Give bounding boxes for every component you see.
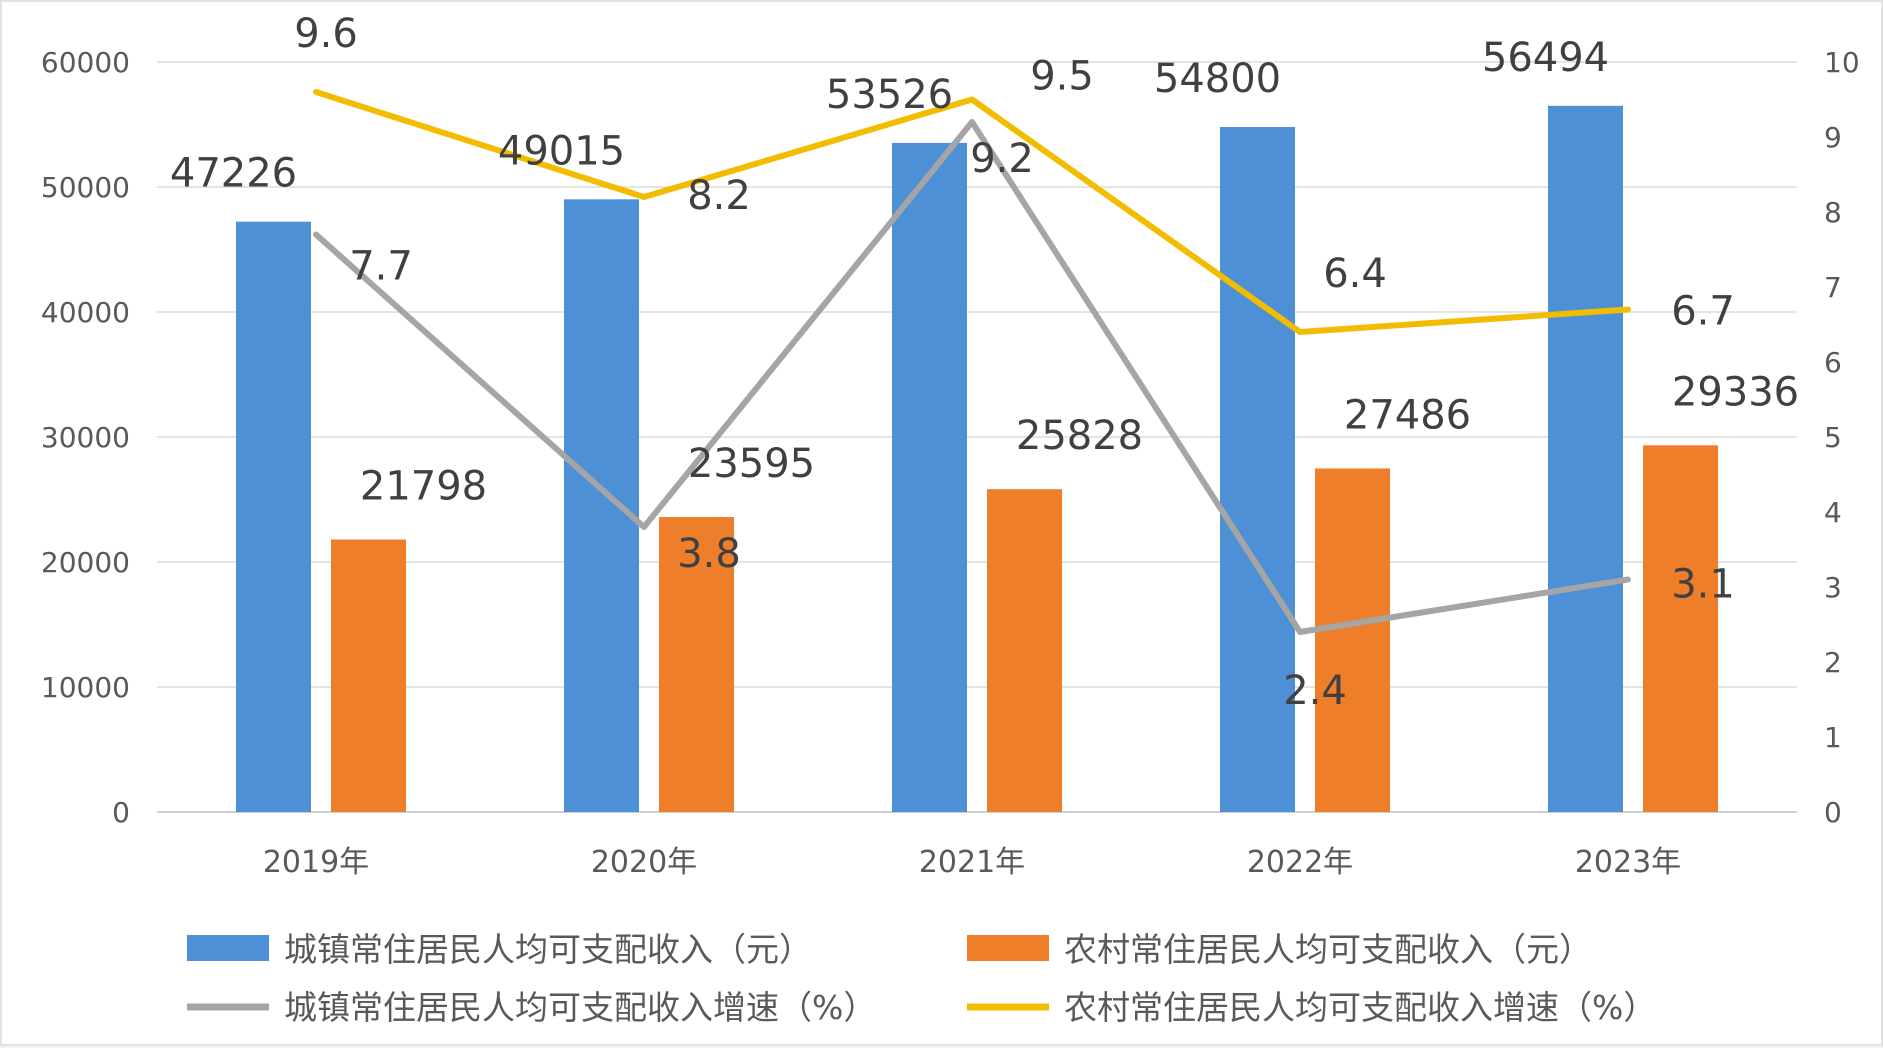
- left-tick-label: 50000: [41, 171, 130, 204]
- line-value-label: 6.4: [1323, 251, 1387, 297]
- bar-value-label: 29336: [1672, 369, 1799, 415]
- bar-rural: [1643, 445, 1718, 812]
- left-tick-label: 0: [112, 796, 130, 829]
- bar-rural: [987, 489, 1062, 812]
- line-value-label: 7.7: [349, 244, 413, 290]
- legend-label: 农村常住居民人均可支配收入（元）: [1064, 930, 1592, 969]
- right-tick-label: 1: [1824, 721, 1842, 754]
- x-tick-label: 2020年: [591, 845, 697, 880]
- left-tick-label: 60000: [41, 46, 130, 79]
- legend-swatch: [967, 935, 1049, 961]
- legend-label: 城镇常住居民人均可支配收入（元）: [284, 930, 812, 969]
- bar-value-label: 56494: [1482, 35, 1609, 81]
- left-tick-label: 30000: [41, 421, 130, 454]
- right-tick-label: 4: [1824, 496, 1842, 529]
- right-tick-label: 0: [1824, 796, 1842, 829]
- left-tick-label: 40000: [41, 296, 130, 329]
- legend-label: 农村常住居民人均可支配收入增速（%）: [1064, 988, 1656, 1027]
- x-tick-label: 2023年: [1575, 845, 1681, 880]
- line-value-label: 9.6: [294, 11, 358, 57]
- rural-growth-line: [313, 89, 1631, 335]
- line-series: [313, 89, 1631, 635]
- x-tick-label: 2022年: [1247, 845, 1353, 880]
- bar-value-label: 54800: [1154, 56, 1281, 102]
- line-value-label: 3.1: [1671, 562, 1735, 608]
- line-value-label: 9.5: [1030, 54, 1094, 100]
- bar-value-label: 27486: [1344, 392, 1471, 438]
- bar-value-label: 47226: [170, 151, 297, 197]
- right-tick-label: 2: [1824, 646, 1842, 679]
- legend-swatch: [187, 935, 269, 961]
- left-tick-label: 20000: [41, 546, 130, 579]
- right-axis: 0 1 2 3 4 5 6 7 8 9 10: [1824, 46, 1860, 829]
- right-tick-label: 6: [1824, 346, 1842, 379]
- bar-urban: [1548, 105, 1623, 812]
- bar-value-label: 49015: [498, 128, 625, 174]
- left-tick-label: 10000: [41, 671, 130, 704]
- urban-growth-line: [313, 119, 1631, 635]
- right-tick-label: 5: [1824, 421, 1842, 454]
- bar-urban: [236, 221, 311, 813]
- line-value-label: 9.2: [970, 136, 1034, 182]
- bar-urban: [892, 142, 967, 813]
- bar-rural: [331, 539, 406, 812]
- bar-rural: [1315, 468, 1390, 812]
- x-tick-label: 2021年: [919, 845, 1025, 880]
- right-tick-label: 9: [1824, 121, 1842, 154]
- bar-value-label: 53526: [826, 72, 953, 118]
- right-tick-label: 10: [1824, 46, 1860, 79]
- x-tick-label: 2019年: [263, 845, 369, 880]
- gridlines: [157, 61, 1797, 813]
- bar-value-label: 23595: [688, 441, 815, 487]
- legend: 城镇常住居民人均可支配收入（元） 农村常住居民人均可支配收入（元） 城镇常住居民人均…: [187, 930, 1656, 1027]
- bar-value-label: 25828: [1016, 413, 1143, 459]
- right-tick-label: 3: [1824, 571, 1842, 604]
- line-value-label: 3.8: [677, 531, 741, 577]
- bar-rural: [659, 517, 734, 812]
- bar-series: [236, 105, 1718, 813]
- data-labels: 47226 49015 53526 54800 56494 21798 23595 25828…: [170, 11, 1799, 714]
- line-value-label: 2.4: [1283, 668, 1347, 714]
- line-value-label: 8.2: [687, 173, 751, 219]
- right-tick-label: 7: [1824, 271, 1842, 304]
- right-tick-label: 8: [1824, 196, 1842, 229]
- line-value-label: 6.7: [1671, 289, 1735, 335]
- bar-urban: [1220, 127, 1295, 812]
- legend-label: 城镇常住居民人均可支配收入增速（%）: [284, 988, 876, 1027]
- left-axis: 0 10000 20000 30000 40000 50000 60000: [41, 46, 130, 829]
- bar-value-label: 21798: [360, 464, 487, 510]
- x-axis: 2019年 2020年 2021年 2022年 2023年: [263, 845, 1681, 880]
- bar-urban: [564, 199, 639, 812]
